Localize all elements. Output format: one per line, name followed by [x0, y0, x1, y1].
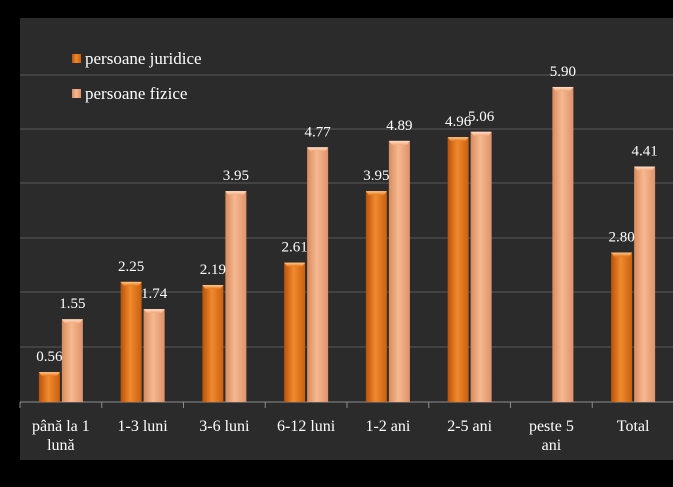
data-label: 3.95	[223, 168, 249, 184]
bar-top-bevel	[552, 86, 574, 91]
bars	[38, 86, 656, 403]
bar-fizice	[388, 140, 410, 402]
bar-juridice	[447, 137, 469, 403]
data-label: 3.95	[363, 168, 389, 184]
data-label: 2.25	[118, 259, 144, 275]
legend: persoane juridice persoane fizice	[72, 49, 202, 103]
category-label: ani	[542, 437, 562, 454]
data-label: 4.96	[445, 114, 472, 130]
category-label: 6-12 luni	[277, 418, 336, 435]
bar-top-bevel	[143, 309, 165, 314]
bar-fizice	[307, 147, 329, 402]
data-label: 2.61	[282, 240, 308, 256]
data-label: 5.06	[468, 109, 495, 125]
bar-top-bevel	[634, 166, 656, 171]
bar-top-bevel	[611, 252, 633, 257]
legend-swatch	[72, 89, 81, 98]
data-label: 2.19	[200, 262, 226, 278]
bar-juridice	[202, 285, 224, 402]
legend-label: persoane fizice	[85, 84, 187, 103]
bar-top-bevel	[38, 372, 60, 377]
bar-fizice	[470, 131, 492, 402]
category-label: până la 1	[32, 418, 90, 435]
bar-fizice	[61, 319, 83, 402]
category-label: 3-6 luni	[199, 418, 250, 435]
bar-top-bevel	[447, 137, 469, 142]
bar-juridice	[365, 191, 387, 402]
category-label: lună	[47, 437, 75, 454]
bar-fizice	[143, 309, 165, 402]
data-label: 4.41	[632, 144, 658, 160]
bar-top-bevel	[202, 285, 224, 290]
bar-top-bevel	[284, 262, 306, 267]
data-label: 0.56	[36, 349, 63, 365]
bar-fizice	[225, 191, 247, 402]
bar-top-bevel	[120, 281, 142, 286]
bar-top-bevel	[61, 319, 83, 324]
category-label: 2-5 ani	[447, 418, 492, 435]
legend-swatch	[72, 54, 81, 63]
category-label: 1-2 ani	[365, 418, 410, 435]
bar-fizice	[552, 86, 574, 402]
data-label: 2.80	[609, 229, 635, 245]
bar-top-bevel	[225, 191, 247, 196]
bar-juridice	[284, 262, 306, 402]
bar-juridice	[611, 252, 633, 402]
category-label: 1-3 luni	[118, 418, 169, 435]
category-label: Total	[617, 418, 650, 435]
category-label: peste 5	[529, 418, 574, 435]
bar-juridice	[120, 281, 142, 402]
data-label: 1.74	[141, 286, 168, 302]
legend-label: persoane juridice	[85, 49, 202, 68]
bar-top-bevel	[470, 131, 492, 136]
bar-juridice	[38, 372, 60, 402]
data-label: 1.55	[59, 296, 85, 312]
x-axis: până la 1 lună 1-3 luni 3-6 luni 6-12 luni 1-…	[19, 402, 650, 454]
data-label: 4.77	[305, 124, 332, 140]
bar-top-bevel	[388, 140, 410, 145]
data-label: 4.89	[386, 118, 412, 134]
bar-fizice	[634, 166, 656, 402]
bar-top-bevel	[307, 147, 329, 152]
data-label: 5.90	[550, 64, 576, 80]
data-labels: 0.56 1.55 2.25 1.74 2.19 3.95 2.61 4.77 3.95 4.89…	[36, 64, 658, 365]
bar-top-bevel	[365, 191, 387, 196]
